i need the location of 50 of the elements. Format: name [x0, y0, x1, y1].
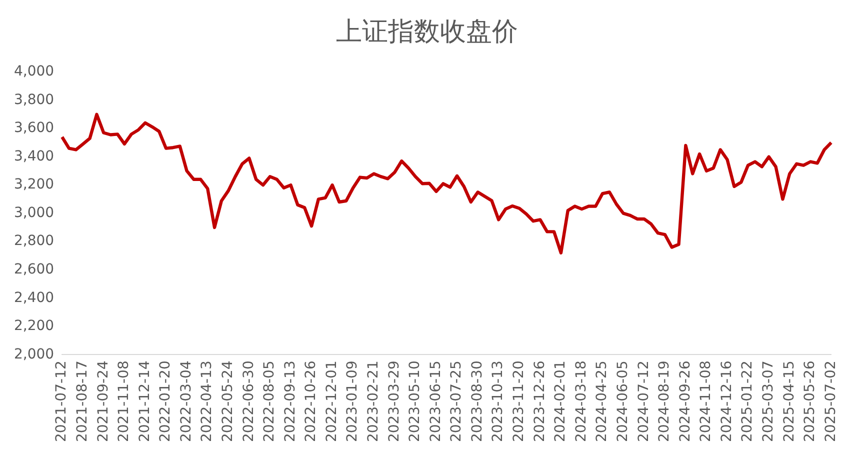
x-tick-label: 2024-03-18	[573, 360, 590, 442]
x-tick-label: 2022-03-04	[178, 360, 194, 442]
y-tick-label: 3,400	[14, 148, 54, 164]
x-tick-label: 2024-02-01	[552, 360, 569, 442]
x-tick-label: 2022-01-20	[158, 360, 174, 442]
y-tick-label: 2,800	[14, 233, 54, 250]
x-tick-label: 2021-08-17	[74, 360, 91, 442]
y-tick-label: 2,000	[14, 346, 54, 362]
x-tick-label: 2024-12-16	[718, 360, 735, 442]
y-tick-label: 3,800	[14, 92, 54, 108]
x-tick-label: 2024-09-26	[677, 360, 694, 442]
x-tick-label: 2024-06-05	[614, 360, 631, 442]
x-tick-label: 2025-04-15	[781, 360, 798, 442]
x-tick-label: 2022-10-26	[303, 360, 320, 442]
y-tick-label: 2,200	[14, 318, 54, 334]
x-tick-label: 2022-04-13	[199, 360, 216, 442]
x-tick-label: 2021-11-08	[116, 360, 132, 442]
x-tick-label: 2021-09-24	[95, 360, 112, 442]
x-tick-label: 2022-12-01	[324, 360, 340, 442]
x-tick-label: 2024-08-19	[656, 360, 673, 442]
x-tick-label: 2023-06-15	[428, 360, 444, 442]
x-tick-label: 2025-03-07	[760, 360, 776, 442]
x-tick-label: 2022-08-05	[262, 360, 278, 442]
y-tick-label: 2,600	[14, 261, 54, 278]
x-tick-label: 2023-05-10	[407, 360, 424, 442]
x-tick-label: 2021-07-12	[54, 360, 70, 442]
y-tick-label: 3,000	[14, 204, 54, 221]
x-tick-label: 2024-11-08	[698, 360, 714, 442]
x-tick-label: 2023-03-29	[386, 360, 402, 442]
x-tick-label: 2024-04-25	[594, 360, 610, 442]
x-tick-label: 2022-06-30	[240, 360, 257, 442]
x-tick-label: 2022-05-24	[220, 360, 236, 442]
x-tick-label: 2023-12-26	[532, 360, 548, 442]
y-tick-label: 2,400	[14, 290, 54, 306]
chart-title: 上证指数收盘价	[335, 16, 519, 49]
x-tick-label: 2021-12-14	[136, 360, 153, 442]
x-tick-label: 2023-10-13	[490, 360, 506, 442]
x-tick-label: 2024-07-12	[636, 360, 652, 442]
x-tick-label: 2023-08-30	[469, 360, 486, 442]
x-tick-label: 2023-01-09	[344, 360, 361, 442]
y-tick-label: 4,000	[14, 64, 54, 80]
y-tick-label: 3,600	[14, 120, 54, 136]
x-tick-label: 2022-09-13	[282, 360, 298, 442]
y-tick-label: 3,200	[14, 176, 54, 193]
x-tick-label: 2025-05-26	[802, 360, 818, 442]
x-tick-label: 2025-07-02	[822, 360, 839, 442]
x-tick-label: 2023-02-21	[366, 360, 382, 442]
x-tick-label: 2025-01-22	[740, 360, 756, 442]
x-tick-label: 2023-07-25	[448, 360, 465, 442]
x-tick-label: 2023-11-20	[511, 360, 528, 442]
